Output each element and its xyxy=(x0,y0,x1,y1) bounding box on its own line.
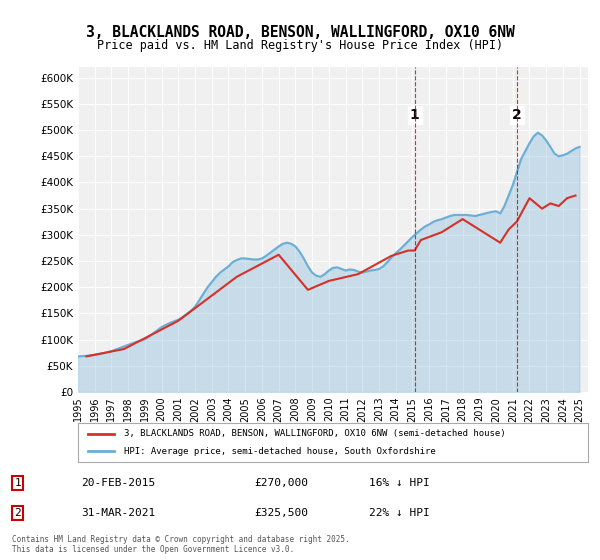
Text: Price paid vs. HM Land Registry's House Price Index (HPI): Price paid vs. HM Land Registry's House … xyxy=(97,39,503,52)
Text: 2: 2 xyxy=(512,109,522,123)
Text: £325,500: £325,500 xyxy=(254,508,308,518)
Text: HPI: Average price, semi-detached house, South Oxfordshire: HPI: Average price, semi-detached house,… xyxy=(124,446,436,455)
Text: £270,000: £270,000 xyxy=(254,478,308,488)
Text: 1: 1 xyxy=(410,109,419,123)
Text: 2: 2 xyxy=(14,508,21,518)
Text: 20-FEB-2015: 20-FEB-2015 xyxy=(81,478,155,488)
Text: 1: 1 xyxy=(14,478,21,488)
Text: Contains HM Land Registry data © Crown copyright and database right 2025.
This d: Contains HM Land Registry data © Crown c… xyxy=(12,535,350,554)
Text: 3, BLACKLANDS ROAD, BENSON, WALLINGFORD, OX10 6NW: 3, BLACKLANDS ROAD, BENSON, WALLINGFORD,… xyxy=(86,25,514,40)
Text: 31-MAR-2021: 31-MAR-2021 xyxy=(81,508,155,518)
Text: 22% ↓ HPI: 22% ↓ HPI xyxy=(369,508,430,518)
Text: 16% ↓ HPI: 16% ↓ HPI xyxy=(369,478,430,488)
Text: 3, BLACKLANDS ROAD, BENSON, WALLINGFORD, OX10 6NW (semi-detached house): 3, BLACKLANDS ROAD, BENSON, WALLINGFORD,… xyxy=(124,430,506,438)
